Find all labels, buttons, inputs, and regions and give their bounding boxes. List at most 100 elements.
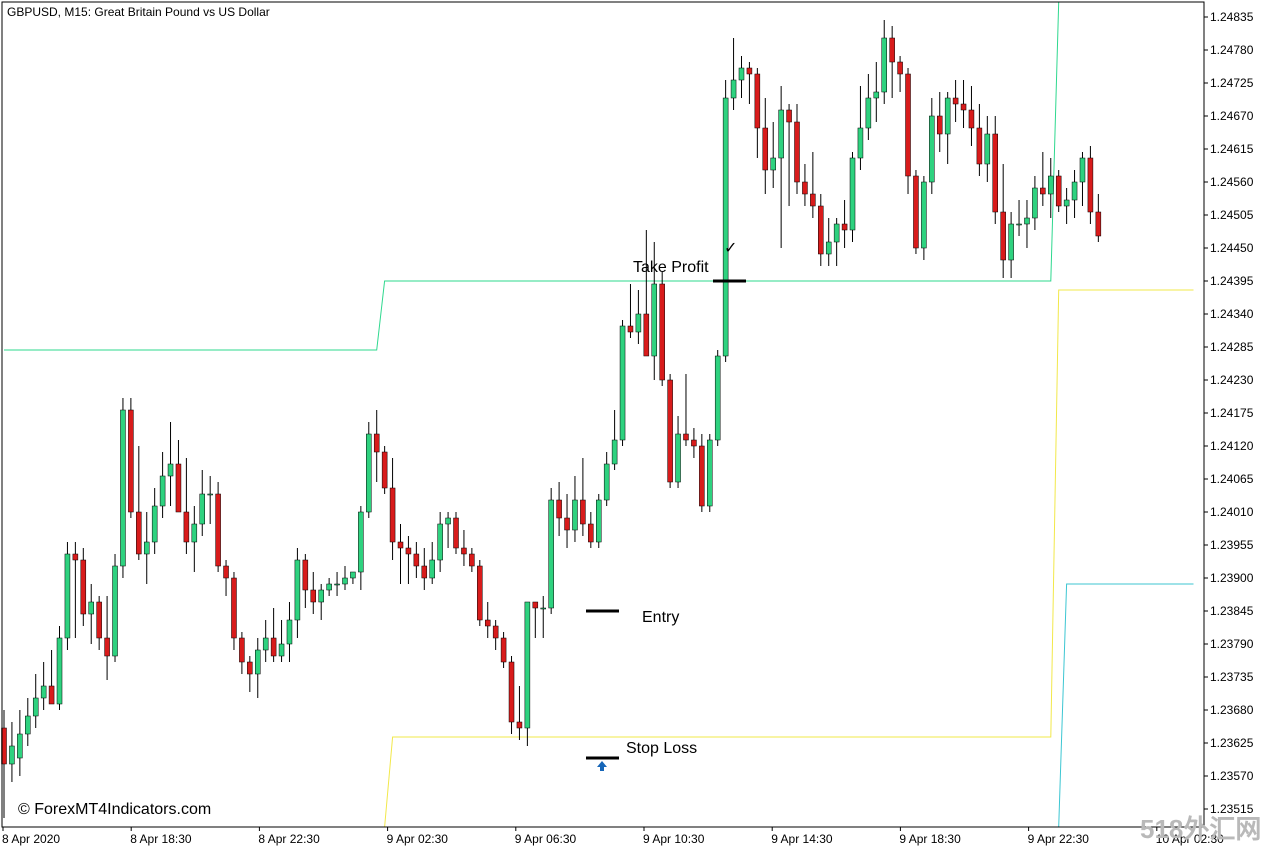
- entry-label: Entry: [642, 609, 679, 626]
- y-tick-label: 1.23955: [1210, 538, 1254, 552]
- candle: [358, 506, 364, 590]
- candle: [1071, 170, 1078, 218]
- candle-body: [659, 283, 665, 381]
- candle-body: [889, 37, 895, 63]
- time-axis: 8 Apr 2020 8 Apr 18:30 8 Apr 22:30 9 Apr 02…: [2, 827, 1224, 846]
- x-tick-label: 8 Apr 22:30: [258, 832, 320, 846]
- candle: [381, 446, 388, 494]
- candle: [992, 116, 998, 224]
- candle: [167, 422, 174, 506]
- y-tick-label: 1.24670: [1210, 109, 1254, 123]
- copyright-text: © ForexMT4Indicators.com: [18, 801, 211, 818]
- candle: [294, 548, 301, 638]
- candle-body: [730, 79, 737, 99]
- candle-body: [413, 553, 420, 567]
- candle-body: [786, 109, 792, 123]
- candle: [1040, 152, 1046, 206]
- candle: [596, 494, 602, 548]
- candle-body: [143, 541, 150, 555]
- candle: [952, 80, 959, 122]
- candle-body: [477, 565, 483, 621]
- y-tick-label: 1.24340: [1210, 307, 1254, 321]
- candle: [976, 104, 983, 176]
- y-tick-label: 1.24230: [1210, 373, 1254, 387]
- candle: [929, 98, 935, 194]
- watermark-text: 518外汇网: [1140, 814, 1261, 844]
- candle: [913, 170, 919, 254]
- candle: [873, 62, 880, 122]
- candle-body: [596, 499, 602, 543]
- candle: [207, 476, 213, 524]
- candle-body: [1016, 223, 1022, 226]
- candle: [310, 572, 317, 614]
- candle: [17, 710, 23, 776]
- y-tick-label: 1.23845: [1210, 604, 1254, 618]
- candle-body: [580, 499, 586, 525]
- candle: [936, 92, 943, 152]
- candle-body: [56, 637, 63, 705]
- candle: [818, 194, 824, 266]
- candle-body: [532, 601, 539, 609]
- candle: [722, 80, 729, 362]
- candle-body: [231, 577, 237, 639]
- candle-body: [1063, 199, 1070, 207]
- candle-body: [342, 577, 348, 585]
- candle-body: [794, 121, 800, 183]
- candle: [730, 38, 737, 110]
- candle-body: [159, 475, 166, 507]
- candle-body: [120, 409, 126, 567]
- candle-body: [619, 325, 626, 441]
- candle: [389, 458, 396, 560]
- candle-body: [318, 589, 324, 603]
- candle: [48, 650, 55, 705]
- x-tick-label: 9 Apr 22:30: [1028, 832, 1090, 846]
- y-tick-label: 1.24120: [1210, 439, 1254, 453]
- candle: [231, 572, 237, 650]
- candle-body: [96, 601, 102, 639]
- candle-body: [239, 637, 245, 663]
- candle: [239, 632, 245, 674]
- candle: [247, 656, 253, 692]
- candle: [104, 596, 110, 680]
- candle-body: [136, 511, 142, 555]
- candle: [1024, 200, 1030, 248]
- lower-channel-line: [384, 289, 1194, 828]
- candle-body: [929, 115, 935, 183]
- candle: [802, 164, 808, 206]
- candle: [151, 488, 158, 554]
- candle-body: [516, 721, 523, 729]
- y-tick-label: 1.23735: [1210, 670, 1254, 684]
- candle: [588, 512, 594, 548]
- y-tick-label: 1.24615: [1210, 142, 1254, 156]
- candle: [968, 86, 975, 146]
- candle: [699, 434, 705, 512]
- candle: [25, 698, 31, 746]
- candle-body: [738, 67, 745, 81]
- candle-body: [905, 73, 911, 177]
- candle-body: [976, 127, 983, 165]
- y-tick-label: 1.23625: [1210, 736, 1254, 750]
- candle: [548, 488, 554, 614]
- buy-arrow-icon: [597, 761, 607, 771]
- candle: [318, 584, 324, 620]
- candle: [714, 350, 721, 446]
- candle-body: [936, 115, 943, 135]
- candle: [136, 446, 142, 560]
- candle: [707, 434, 713, 512]
- candle-body: [635, 313, 642, 333]
- candle: [754, 68, 761, 158]
- candle: [833, 218, 840, 266]
- candle-body: [881, 37, 887, 93]
- candle: [516, 686, 523, 740]
- candle: [738, 56, 745, 98]
- candle-body: [564, 517, 570, 531]
- candle: [199, 470, 205, 536]
- candle: [580, 458, 586, 536]
- x-tick-label: 9 Apr 14:30: [771, 832, 833, 846]
- candle: [215, 482, 221, 572]
- candle-body: [500, 637, 507, 663]
- y-tick-label: 1.24780: [1210, 43, 1254, 57]
- candle-body: [588, 523, 594, 543]
